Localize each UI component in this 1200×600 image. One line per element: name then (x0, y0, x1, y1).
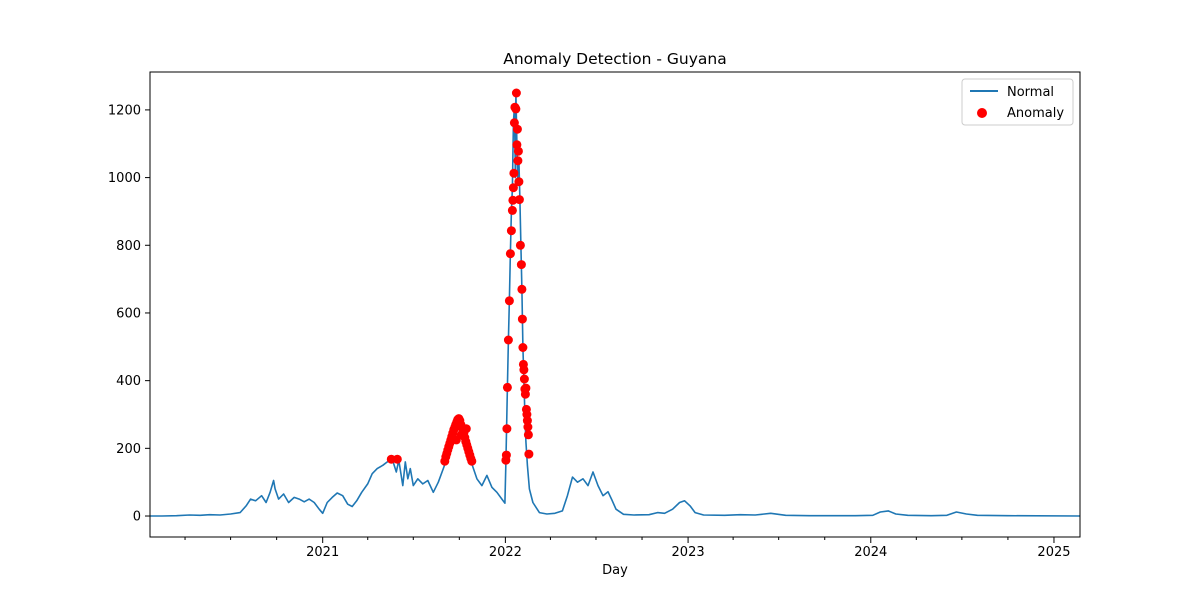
x-tick-label: 2025 (1037, 545, 1070, 560)
anomaly-point (515, 240, 525, 250)
anomaly-point (392, 454, 402, 464)
y-tick-label: 1200 (108, 103, 141, 118)
anomaly-point (513, 146, 523, 156)
anomaly-point (521, 383, 531, 393)
x-tick-label: 2023 (672, 545, 705, 560)
anomaly-point (523, 422, 533, 432)
anomaly-point (519, 365, 529, 375)
x-tick-label: 2024 (854, 545, 887, 560)
anomaly-series-group (386, 88, 534, 466)
legend-anomaly-label: Anomaly (1007, 106, 1064, 121)
anomaly-point (506, 226, 516, 236)
anomaly-point (511, 88, 521, 98)
legend-normal-label: Normal (1007, 85, 1054, 100)
y-tick-label: 400 (116, 374, 141, 389)
anomaly-point (522, 416, 532, 426)
anomaly-point (503, 335, 513, 345)
normal-series-group (150, 92, 1081, 517)
anomaly-point (511, 104, 521, 114)
y-tick-label: 800 (116, 239, 141, 254)
anomaly-point (517, 314, 527, 324)
anomaly-point (508, 183, 518, 193)
y-tick-label: 0 (133, 510, 141, 525)
plot-frame (149, 71, 1081, 538)
anomaly-point (467, 456, 477, 466)
anomaly-point (518, 343, 528, 352)
y-tick-label: 200 (116, 442, 141, 457)
anomaly-point (509, 168, 519, 178)
anomaly-point (502, 382, 512, 392)
anomaly-point (502, 424, 512, 434)
x-tick-label: 2021 (306, 545, 339, 560)
anomaly-point (519, 374, 529, 384)
x-axis-label: Day (602, 563, 628, 578)
y-tick-label: 600 (116, 306, 141, 321)
chart-title: Anomaly Detection - Guyana (503, 50, 727, 68)
plot-background (150, 72, 1080, 537)
axes: 0 200 400 600 800 1000 1200 2021 2022 2023 2024 202… (108, 71, 1081, 560)
anomaly-point (501, 450, 511, 460)
anomaly-point (514, 195, 524, 205)
anomaly-point (513, 156, 523, 166)
anomaly-point (523, 430, 533, 440)
anomaly-point (516, 260, 526, 270)
anomaly-point (461, 424, 471, 434)
anomaly-point (456, 430, 466, 440)
anomaly-point (514, 177, 524, 187)
legend-anomaly-swatch (977, 108, 987, 118)
anomaly-point (507, 205, 517, 215)
anomaly-point (504, 296, 514, 306)
anomaly-point (512, 124, 522, 134)
anomaly-point (517, 284, 527, 294)
anomaly-point (505, 249, 515, 259)
anomaly-point (508, 195, 518, 205)
anomaly-point (524, 449, 534, 459)
x-tick-label: 2022 (489, 545, 522, 560)
legend: Normal Anomaly (961, 78, 1074, 126)
y-tick-label: 1000 (108, 171, 141, 186)
normal-series-line (150, 92, 1081, 517)
